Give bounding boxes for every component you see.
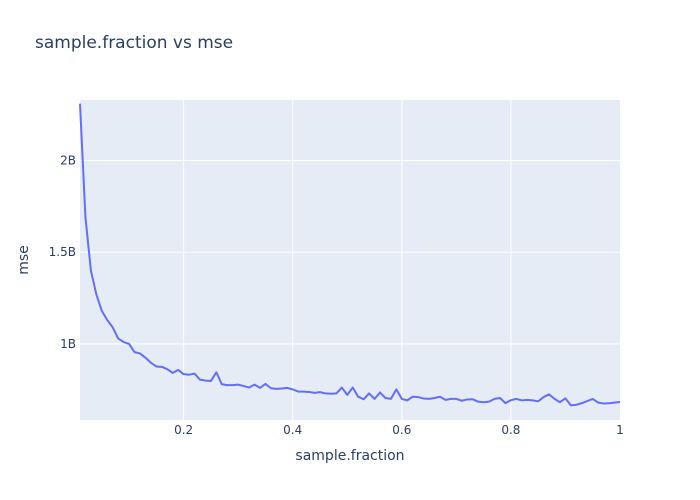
x-gridlines: [183, 100, 512, 420]
y-gridlines: [80, 160, 620, 345]
y-tick-label: 2B: [60, 154, 76, 168]
y-axis-title: mse: [16, 245, 32, 275]
x-tick-labels: 0.2 0.4 0.6 0.8 1: [174, 423, 624, 437]
y-tick-label: 1B: [60, 337, 76, 351]
plot-background: [80, 100, 620, 420]
x-tick-label: 0.4: [283, 423, 302, 437]
x-tick-label: 0.8: [501, 423, 520, 437]
y-tick-label: 1.5B: [49, 245, 76, 259]
x-tick-label: 0.6: [392, 423, 411, 437]
x-tick-label: 1: [616, 423, 624, 437]
x-axis-title: sample.fraction: [295, 448, 404, 464]
series-line: [79, 103, 621, 407]
y-tick-labels: 1B 1.5B 2B: [49, 154, 76, 351]
x-tick-label: 0.2: [174, 423, 193, 437]
chart-title: sample.fraction vs mse: [35, 33, 234, 53]
